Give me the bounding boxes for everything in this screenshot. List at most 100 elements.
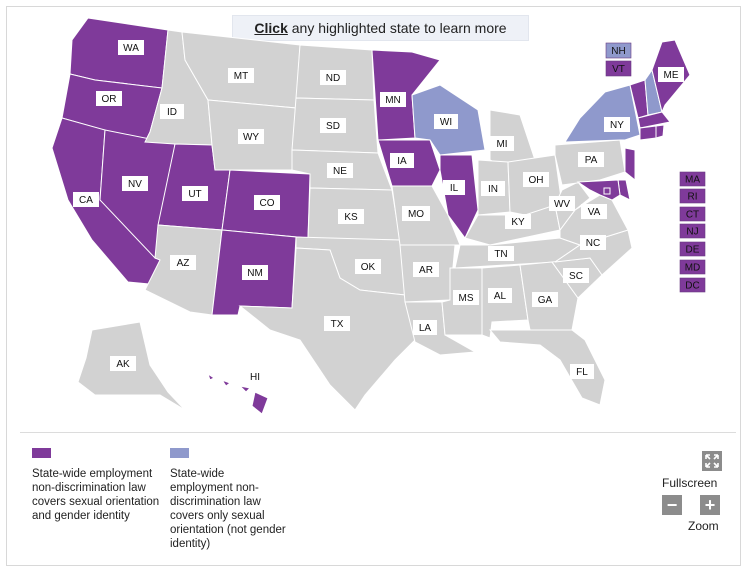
label-text-CA: CA [79, 195, 93, 206]
label-WA: WA [118, 40, 144, 55]
tag-RI[interactable]: RI [679, 188, 706, 204]
label-text-OR: OR [102, 94, 117, 105]
label-text-ME: ME [664, 70, 679, 81]
legend-label-partial: State-wide employment non-discrimination… [170, 468, 286, 550]
tag-CT[interactable]: CT [679, 206, 706, 222]
label-GA: GA [532, 292, 558, 307]
label-MT: MT [228, 68, 254, 83]
label-text-IA: IA [397, 156, 407, 167]
label-text-NY: NY [610, 120, 624, 131]
label-text-SD: SD [326, 121, 340, 132]
label-text-AZ: AZ [177, 258, 190, 269]
label-TX: TX [324, 316, 350, 331]
label-text-CO: CO [260, 198, 275, 209]
label-text-SC: SC [569, 271, 583, 282]
instruction-text: any highlighted state to learn more [287, 20, 507, 36]
tag-text-MA: MA [685, 175, 700, 186]
tag-text-NH: NH [611, 46, 625, 57]
label-AK: AK [110, 356, 136, 371]
label-NE: NE [327, 163, 353, 178]
label-text-GA: GA [538, 295, 553, 306]
tag-NH[interactable]: NH [605, 42, 632, 59]
label-ND: ND [320, 70, 346, 85]
label-text-WV: WV [554, 199, 570, 210]
label-text-ID: ID [167, 107, 177, 118]
label-text-NM: NM [247, 268, 263, 279]
zoom-out-button[interactable]: − [662, 495, 682, 515]
label-KY: KY [505, 214, 531, 229]
state-MA[interactable] [637, 111, 671, 129]
tag-DC[interactable]: DC [679, 277, 706, 293]
legend-swatch-partial [170, 448, 189, 458]
state-RI[interactable] [655, 124, 665, 139]
label-text-WA: WA [123, 43, 139, 54]
tag-text-RI: RI [688, 192, 698, 203]
instruction-banner: Click any highlighted state to learn mor… [232, 15, 529, 41]
label-text-MN: MN [385, 95, 401, 106]
label-ME: ME [658, 67, 684, 82]
label-MS: MS [453, 290, 479, 305]
label-text-WI: WI [440, 117, 452, 128]
label-WY: WY [238, 129, 264, 144]
label-IN: IN [481, 181, 505, 196]
label-SC: SC [563, 268, 589, 283]
label-text-KS: KS [344, 212, 358, 223]
tag-DE[interactable]: DE [679, 241, 706, 257]
label-HI: HI [244, 369, 266, 384]
tag-NJ[interactable]: NJ [679, 223, 706, 239]
state-NJ[interactable] [624, 147, 636, 182]
state-DC[interactable] [603, 187, 611, 195]
label-OK: OK [355, 259, 381, 274]
label-UT: UT [182, 186, 208, 201]
state-MD[interactable] [576, 179, 621, 201]
label-text-NE: NE [333, 166, 347, 177]
label-FL: FL [570, 364, 594, 379]
fullscreen-label: Fullscreen [662, 476, 718, 490]
label-MI: MI [490, 136, 514, 151]
tag-text-CT: CT [686, 210, 699, 221]
label-IA: IA [390, 153, 414, 168]
tag-text-DC: DC [685, 281, 699, 292]
legend-swatch-full [32, 448, 51, 458]
label-text-IN: IN [488, 184, 498, 195]
label-AZ: AZ [170, 255, 196, 270]
state-NY[interactable] [564, 84, 641, 143]
label-CO: CO [254, 195, 280, 210]
label-TN: TN [488, 246, 514, 261]
label-text-AK: AK [116, 359, 130, 370]
state-HI[interactable] [207, 372, 269, 415]
map-frame [6, 6, 741, 566]
label-IL: IL [443, 180, 465, 195]
label-text-TX: TX [331, 319, 344, 330]
label-text-WY: WY [243, 132, 259, 143]
label-text-KY: KY [511, 217, 525, 228]
state-VA[interactable] [559, 194, 629, 246]
label-WI: WI [434, 114, 458, 129]
label-MO: MO [402, 206, 430, 221]
label-WV: WV [549, 196, 575, 211]
legend-label-full: State-wide employment non-discrimination… [32, 468, 160, 522]
label-text-AL: AL [494, 291, 507, 302]
fullscreen-button[interactable] [702, 451, 722, 471]
state-FL[interactable] [488, 329, 606, 406]
state-CT[interactable] [639, 125, 657, 141]
tag-text-DE: DE [686, 245, 700, 256]
label-text-VA: VA [588, 207, 601, 218]
click-link[interactable]: Click [254, 20, 288, 36]
tag-MD[interactable]: MD [679, 259, 706, 275]
label-text-AR: AR [419, 265, 433, 276]
label-text-IL: IL [450, 183, 459, 194]
tag-MA[interactable]: MA [679, 171, 706, 187]
zoom-in-button[interactable]: + [700, 495, 720, 515]
legend-divider [20, 432, 736, 433]
label-ID: ID [160, 104, 184, 119]
tag-VT[interactable]: VT [605, 60, 632, 77]
label-text-TN: TN [494, 249, 507, 260]
label-text-UT: UT [188, 189, 201, 200]
label-KS: KS [338, 209, 364, 224]
label-text-ND: ND [326, 73, 340, 84]
label-OR: OR [96, 91, 122, 106]
label-NV: NV [122, 176, 148, 191]
label-MN: MN [380, 92, 406, 107]
